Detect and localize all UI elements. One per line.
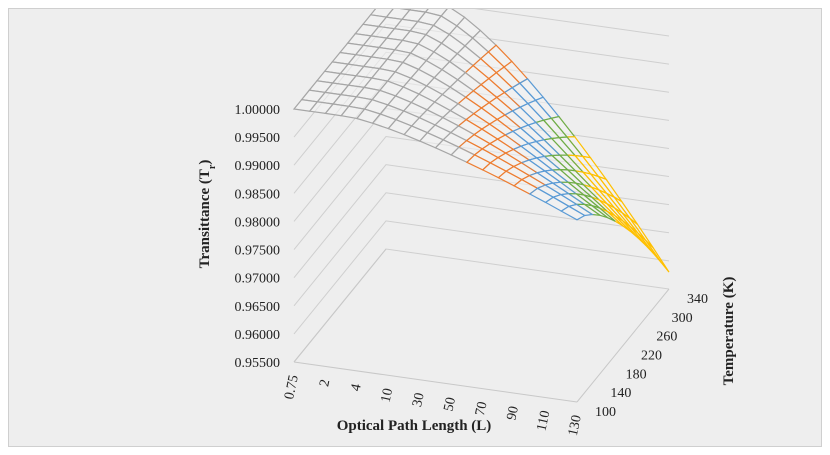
x-tick-0: 0.75 — [282, 374, 302, 401]
floor-edge-1 — [293, 361, 578, 403]
y-tick-labels: 0.95500 0.96000 0.96500 0.97000 0.97500 0.980… — [235, 103, 281, 371]
y-tick-2: 0.96500 — [235, 300, 281, 315]
y-tick-8: 0.99500 — [235, 131, 281, 146]
x-tick-6: 70 — [473, 400, 491, 417]
x-tick-8: 110 — [535, 409, 554, 432]
y-tick-4: 0.97500 — [235, 244, 281, 259]
y-axis-title: Transittance (Tr) — [197, 160, 218, 269]
y-tick-5: 0.98000 — [235, 215, 281, 230]
y-tick-7: 0.99000 — [235, 159, 281, 174]
gridline-2 — [293, 192, 670, 307]
y-tick-1: 0.96000 — [235, 328, 281, 343]
gridline-1 — [293, 220, 670, 335]
gridline-0 — [293, 248, 670, 363]
surface-cell-17-0 — [560, 205, 586, 221]
z-tick-2: 180 — [626, 367, 647, 382]
chart-area: 0.95500 0.96000 0.96500 0.97000 0.97500 0.980… — [8, 8, 822, 447]
y-tick-9: 1.00000 — [235, 103, 281, 118]
x-tick-1: 2 — [317, 378, 333, 388]
surface-chart: 0.95500 0.96000 0.96500 0.97000 0.97500 0.980… — [197, 9, 737, 438]
floor-edge-0 — [293, 248, 387, 363]
x-tick-3: 10 — [379, 387, 397, 404]
z-tick-0: 100 — [595, 405, 616, 420]
z-axis-title: Temperature (K) — [721, 277, 737, 386]
y-tick-6: 0.98500 — [235, 187, 281, 202]
x-tick-4: 30 — [410, 391, 428, 408]
x-tick-7: 90 — [504, 405, 522, 422]
z-tick-1: 140 — [610, 386, 631, 401]
z-tick-labels: 100 140 180 220 260 300 340 — [595, 292, 708, 420]
z-tick-6: 340 — [687, 292, 708, 307]
x-tick-labels: 0.75 2 4 10 30 50 70 90 110 130 — [282, 374, 585, 438]
z-tick-3: 220 — [641, 349, 662, 364]
x-tick-5: 50 — [442, 396, 460, 413]
floor-edge-2 — [576, 288, 670, 403]
y-tick-3: 0.97000 — [235, 272, 281, 287]
z-tick-5: 300 — [672, 311, 693, 326]
x-tick-9: 130 — [566, 414, 585, 438]
x-tick-2: 4 — [349, 383, 365, 393]
gridline-3 — [293, 164, 670, 278]
z-tick-4: 260 — [656, 330, 677, 345]
surface-mesh — [292, 9, 670, 273]
x-axis-title: Optical Path Length (L) — [337, 418, 492, 434]
y-tick-0: 0.95500 — [235, 356, 281, 371]
